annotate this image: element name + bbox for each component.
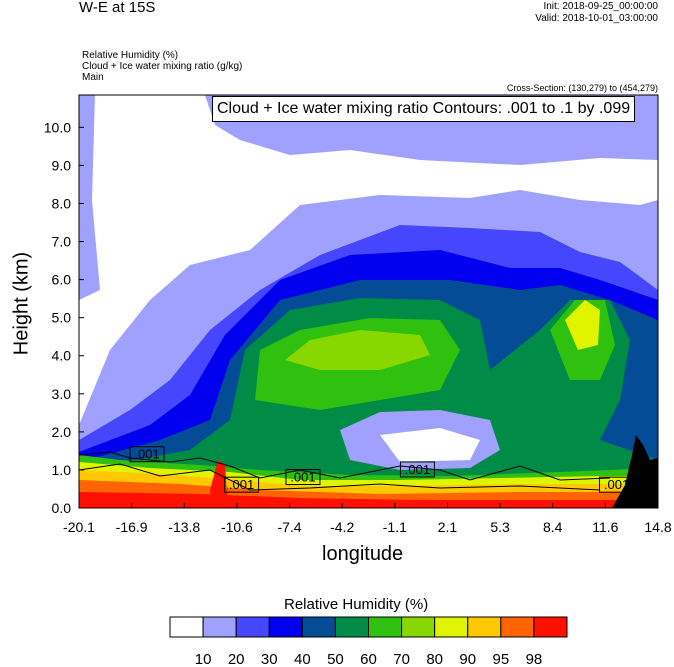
colorbar-swatch (434, 616, 469, 638)
x-tick-label: 11.6 (592, 519, 618, 535)
colorbar-swatch (268, 616, 303, 638)
colorbar-label: 40 (294, 651, 311, 667)
colorbar-swatch (533, 616, 568, 638)
y-axis-label: Height (km) (10, 251, 33, 356)
colorbar-swatch (467, 616, 502, 638)
y-tick-label: 10.0 (44, 119, 71, 135)
x-tick-label: -7.4 (277, 519, 301, 535)
colorbar-swatch (334, 616, 369, 638)
contour-label: .001 (134, 447, 159, 462)
field-label-cloud: Cloud + Ice water mixing ratio (g/kg) (82, 61, 243, 72)
contour-label: .001 (290, 470, 315, 485)
field-label-main: Main (82, 72, 104, 83)
y-tick-label: 9.0 (52, 157, 72, 173)
colorbar-label: 90 (459, 651, 476, 667)
rh-band-60 (79, 298, 658, 508)
field-label-rh: Relative Humidity (%) (82, 50, 179, 61)
y-tick-label: 4.0 (52, 348, 72, 364)
x-tick-label: -16.9 (116, 519, 148, 535)
colorbar-title: Relative Humidity (%) (284, 596, 429, 613)
colorbar-label: 95 (492, 651, 509, 667)
colorbar-label: 30 (261, 651, 278, 667)
contour-label-box (599, 476, 635, 493)
contour-label: .001 (229, 477, 254, 492)
colorbar-label: 60 (360, 651, 377, 667)
y-tick-label: 3.0 (52, 386, 72, 402)
x-tick-label: -1.1 (383, 519, 407, 535)
x-tick-label: -13.8 (168, 519, 200, 535)
colorbar-label: 50 (327, 651, 344, 667)
colorbar-label: 10 (195, 651, 212, 667)
x-tick-label: 5.3 (490, 519, 510, 535)
plot-frame (78, 94, 659, 509)
y-tick-label: 8.0 (52, 195, 72, 211)
x-tick-label: 8.4 (543, 519, 563, 535)
cross-section-label: Cross-Section: (130,279) to (454,279) (506, 83, 658, 93)
chart-title: W-E at 15S (79, 0, 156, 16)
x-tick-label: -10.6 (221, 519, 253, 535)
colorbar-swatch (202, 616, 237, 638)
colorbar-label: 70 (393, 651, 410, 667)
colorbar-swatch (368, 616, 403, 638)
colorbar-swatch (301, 616, 336, 638)
x-tick-label: -4.2 (330, 519, 354, 535)
contour-label-box (399, 461, 435, 478)
colorbar-swatch (235, 616, 270, 638)
contour-label-box (285, 469, 321, 486)
colorbar-swatch (401, 616, 436, 638)
x-tick-label: -20.1 (63, 519, 95, 535)
contour-001-inner (79, 463, 601, 491)
rh-band-80 (285, 330, 430, 370)
contour-label: .001 (604, 477, 629, 492)
colorbar-label: 20 (228, 651, 245, 667)
init-time: Init: 2018-09-25_00:00:00 (543, 1, 658, 12)
x-tick-label: 14.8 (644, 519, 671, 535)
rh-band-90 (565, 300, 600, 350)
y-tick-label: 6.0 (52, 272, 72, 288)
x-tick-label: 2.1 (438, 519, 458, 535)
y-tick-label: 1.0 (52, 462, 72, 478)
contour-label: .001 (405, 462, 430, 477)
rh-field (79, 95, 658, 508)
contour-label-box (129, 446, 165, 463)
colorbar-swatch (500, 616, 535, 638)
x-axis-label: longitude (322, 543, 404, 565)
contour-info-box: Cloud + Ice water mixing ratio Contours:… (212, 96, 636, 122)
colorbar-label: 98 (526, 651, 543, 667)
y-tick-label: 7.0 (52, 234, 72, 250)
rh-hole-10 (380, 428, 480, 462)
y-tick-label: 0.0 (52, 500, 72, 516)
rh-band-20-left (79, 95, 100, 300)
contour-label-box (224, 476, 260, 493)
colorbar-label: 80 (426, 651, 443, 667)
rh-red-plume (210, 460, 228, 508)
terrain (612, 435, 658, 508)
valid-time: Valid: 2018-10-01_03:00:00 (535, 13, 658, 24)
y-tick-label: 5.0 (52, 310, 72, 326)
colorbar-swatch (169, 616, 204, 638)
y-tick-label: 2.0 (52, 424, 72, 440)
